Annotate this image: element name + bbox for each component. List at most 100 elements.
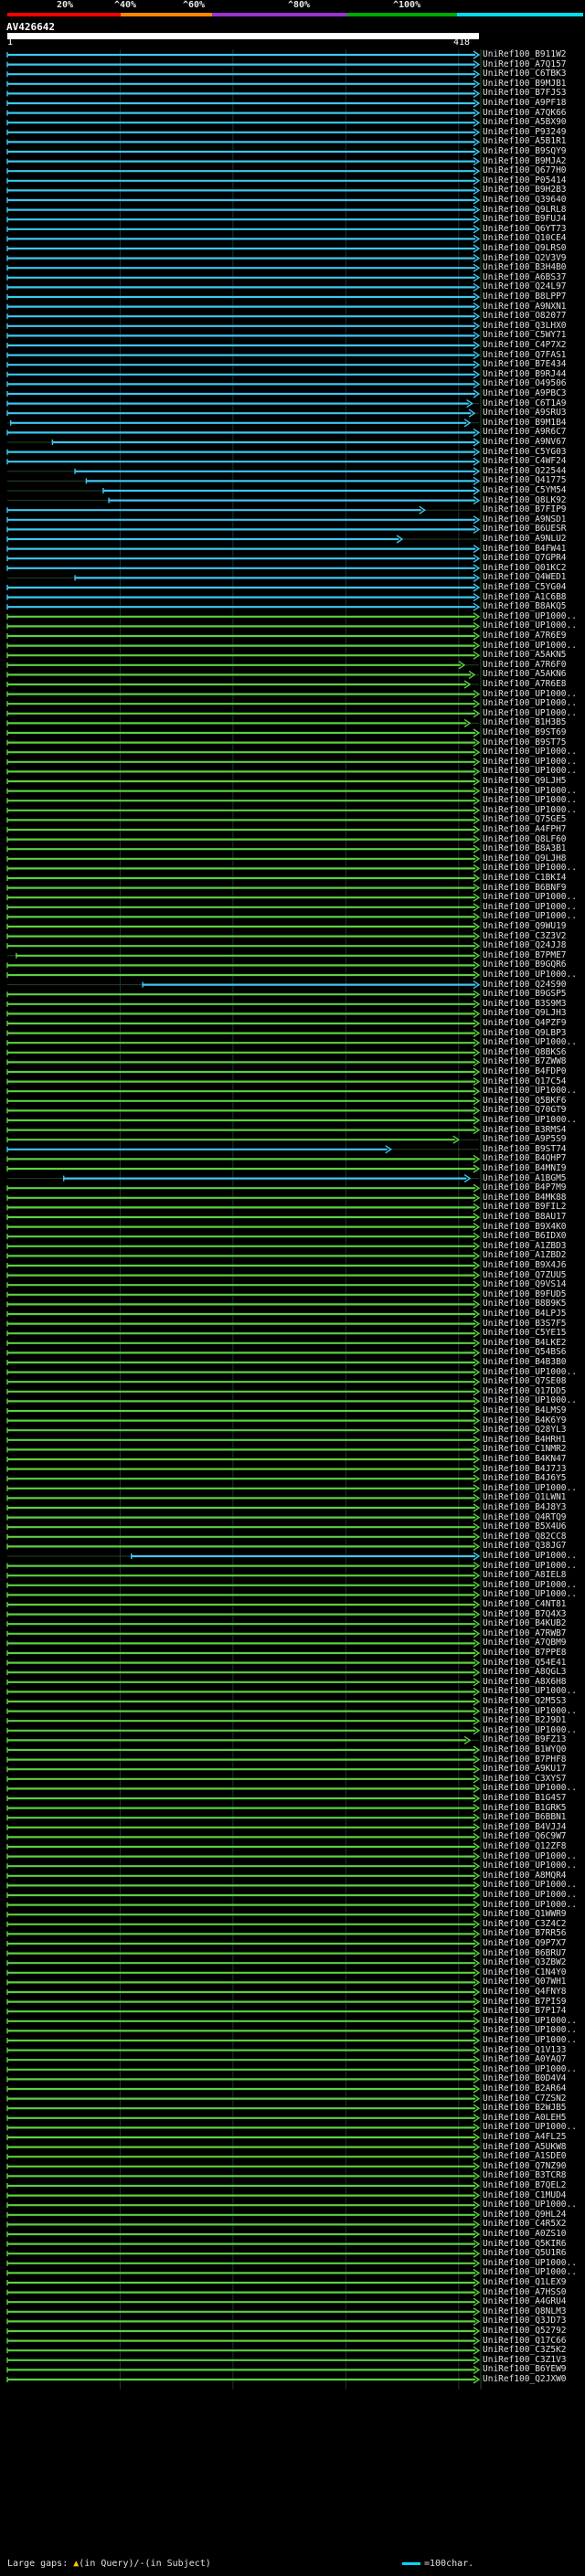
hit-label[interactable]: UniRef100_Q7ZUU5 [483, 1269, 567, 1280]
hit-label[interactable]: UniRef100_B9MJB1 [483, 78, 567, 89]
hit-label[interactable]: UniRef100_B4J6Y5 [483, 1473, 567, 1484]
hit-label[interactable]: UniRef100_UP1000.. [483, 2200, 577, 2210]
hit-label[interactable]: UniRef100_A7R6F0 [483, 659, 567, 670]
hit-label[interactable]: UniRef100_C5YG03 [483, 446, 567, 457]
hit-label[interactable]: UniRef100_Q9LRL8 [483, 204, 567, 215]
hit-label[interactable]: UniRef100_A9NXN1 [483, 301, 567, 312]
hit-label[interactable]: UniRef100_B4FDP0 [483, 1066, 567, 1076]
hit-label[interactable]: UniRef100_B2J9D1 [483, 1715, 567, 1726]
hit-label[interactable]: UniRef100_A4FPH7 [483, 824, 567, 834]
hit-label[interactable]: UniRef100_UP1000.. [483, 1395, 577, 1406]
hit-label[interactable]: UniRef100_UP1000.. [483, 970, 577, 980]
hit-label[interactable]: UniRef100_C3Z4C2 [483, 1918, 567, 1929]
hit-label[interactable]: UniRef100_UP1000.. [483, 804, 577, 815]
hit-label[interactable]: UniRef100_B7FJS3 [483, 88, 567, 99]
hit-label[interactable]: UniRef100_B7E434 [483, 359, 567, 370]
hit-label[interactable]: UniRef100_C5WY71 [483, 330, 567, 341]
hit-label[interactable]: UniRef100_B9M1B4 [483, 417, 567, 428]
hit-label[interactable]: UniRef100_B8AU17 [483, 1212, 567, 1222]
hit-label[interactable]: UniRef100_B4KUB2 [483, 1618, 567, 1629]
hit-label[interactable]: UniRef100_B8B9K5 [483, 1299, 567, 1309]
hit-label[interactable]: UniRef100_UP1000.. [483, 688, 577, 699]
hit-label[interactable]: UniRef100_B4KN47 [483, 1454, 567, 1464]
hit-label[interactable]: UniRef100_Q3JD73 [483, 2316, 567, 2327]
hit-label[interactable]: UniRef100_UP1000.. [483, 1860, 577, 1871]
hit-label[interactable]: UniRef100_Q17C54 [483, 1076, 567, 1087]
hit-label[interactable]: UniRef100_UP1000.. [483, 1880, 577, 1891]
hit-label[interactable]: UniRef100_B6YEW9 [483, 2364, 567, 2375]
hit-label[interactable]: UniRef100_C1BKI4 [483, 873, 567, 883]
hit-label[interactable]: UniRef100_UP1000.. [483, 1705, 577, 1716]
hit-label[interactable]: UniRef100_O82077 [483, 311, 567, 322]
hit-label[interactable]: UniRef100_B7PPE8 [483, 1648, 567, 1658]
hit-label[interactable]: UniRef100_A7RWB7 [483, 1627, 567, 1638]
hit-label[interactable]: UniRef100_UP1000.. [483, 2025, 577, 2036]
hit-label[interactable]: UniRef100_Q8LK92 [483, 494, 567, 505]
hit-label[interactable]: UniRef100_Q3LHX0 [483, 320, 567, 331]
hit-label[interactable]: UniRef100_Q22544 [483, 465, 567, 476]
hit-label[interactable]: UniRef100_Q9LJH3 [483, 1008, 567, 1019]
hit-label[interactable]: UniRef100_B8A3B1 [483, 843, 567, 854]
hit-label[interactable]: UniRef100_B4LKE2 [483, 1337, 567, 1348]
hit-label[interactable]: UniRef100_C3Z5K2 [483, 2345, 567, 2356]
hit-label[interactable]: UniRef100_UP1000.. [483, 863, 577, 874]
hit-label[interactable]: UniRef100_B3TCR8 [483, 2170, 567, 2181]
hit-label[interactable]: UniRef100_B9MJA2 [483, 155, 567, 166]
hit-label[interactable]: UniRef100_Q9LRS0 [483, 243, 567, 253]
hit-label[interactable]: UniRef100_B4MK88 [483, 1192, 567, 1203]
hit-label[interactable]: UniRef100_C1NMR2 [483, 1444, 567, 1455]
hit-label[interactable]: UniRef100_UP1000.. [483, 610, 577, 621]
hit-label[interactable]: UniRef100_Q7GPR4 [483, 553, 567, 564]
hit-label[interactable]: UniRef100_A6BS37 [483, 271, 567, 282]
hit-label[interactable]: UniRef100_A8QGL3 [483, 1667, 567, 1678]
hit-label[interactable]: UniRef100_B6BNF9 [483, 882, 567, 893]
hit-label[interactable]: UniRef100_C6T1A9 [483, 398, 567, 408]
hit-label[interactable]: UniRef100_Q2V3V9 [483, 252, 567, 263]
hit-label[interactable]: UniRef100_UP1000.. [483, 911, 577, 922]
hit-label[interactable]: UniRef100_A7QK66 [483, 107, 567, 118]
hit-label[interactable]: UniRef100_B7FIP9 [483, 504, 567, 515]
hit-label[interactable]: UniRef100_UP1000.. [483, 901, 577, 912]
hit-label[interactable]: UniRef100_B9FUJ4 [483, 214, 567, 225]
hit-label[interactable]: UniRef100_B9FIL2 [483, 1202, 567, 1213]
hit-label[interactable]: UniRef100_B7Q4X3 [483, 1608, 567, 1619]
hit-label[interactable]: UniRef100_Q24JJ8 [483, 940, 567, 951]
hit-label[interactable]: UniRef100_B1GRK5 [483, 1802, 567, 1813]
hit-label[interactable]: UniRef100_B5X4U6 [483, 1521, 567, 1532]
hit-label[interactable]: UniRef100_A9R6C7 [483, 427, 567, 438]
hit-label[interactable]: UniRef100_Q5BKF6 [483, 1095, 567, 1106]
hit-label[interactable]: UniRef100_Q70GT9 [483, 1105, 567, 1116]
hit-label[interactable]: UniRef100_A9NV67 [483, 437, 567, 447]
hit-label[interactable]: UniRef100_A1C6B8 [483, 591, 567, 602]
hit-label[interactable]: UniRef100_B8LPP7 [483, 292, 567, 302]
hit-label[interactable]: UniRef100_B4B3B0 [483, 1357, 567, 1367]
hit-label[interactable]: UniRef100_C6TBK3 [483, 69, 567, 80]
hit-label[interactable]: UniRef100_B3S9M3 [483, 998, 567, 1009]
hit-label[interactable]: UniRef100_C5YE15 [483, 1328, 567, 1339]
hit-label[interactable]: UniRef100_B911W2 [483, 49, 567, 59]
hit-label[interactable]: UniRef100_O49506 [483, 378, 567, 389]
hit-label[interactable]: UniRef100_B7P174 [483, 2006, 567, 2017]
hit-label[interactable]: UniRef100_B4VJJ4 [483, 1821, 567, 1832]
hit-label[interactable]: UniRef100_B9ST74 [483, 1143, 567, 1154]
hit-label[interactable]: UniRef100_Q1WWR9 [483, 1909, 567, 1920]
hit-label[interactable]: UniRef100_B9FZ13 [483, 1734, 567, 1745]
hit-label[interactable]: UniRef100_B7ZWW8 [483, 1056, 567, 1067]
hit-label[interactable]: UniRef100_A8MQR4 [483, 1870, 567, 1881]
hit-label[interactable]: UniRef100_Q1LEX9 [483, 2277, 567, 2287]
hit-label[interactable]: UniRef100_A8X6H8 [483, 1676, 567, 1687]
hit-label[interactable]: UniRef100_B4LMS9 [483, 1405, 567, 1415]
hit-label[interactable]: UniRef100_A1ZBD3 [483, 1240, 567, 1251]
hit-label[interactable]: UniRef100_B7PME7 [483, 949, 567, 960]
hit-label[interactable]: UniRef100_UP1000.. [483, 2267, 577, 2278]
hit-label[interactable]: UniRef100_A9PBC3 [483, 388, 567, 398]
hit-label[interactable]: UniRef100_UP1000.. [483, 2063, 577, 2074]
hit-label[interactable]: UniRef100_A4FL25 [483, 2132, 567, 2142]
hit-label[interactable]: UniRef100_UP1000.. [483, 1783, 577, 1794]
hit-label[interactable]: UniRef100_B9H2B3 [483, 185, 567, 196]
hit-label[interactable]: UniRef100_Q07WH1 [483, 1977, 567, 1988]
hit-label[interactable]: UniRef100_C3Z1V3 [483, 2354, 567, 2365]
hit-label[interactable]: UniRef100_Q8NLM3 [483, 2306, 567, 2316]
hit-label[interactable]: UniRef100_Q9WU19 [483, 921, 567, 931]
hit-label[interactable]: UniRef100_Q677H0 [483, 165, 567, 176]
